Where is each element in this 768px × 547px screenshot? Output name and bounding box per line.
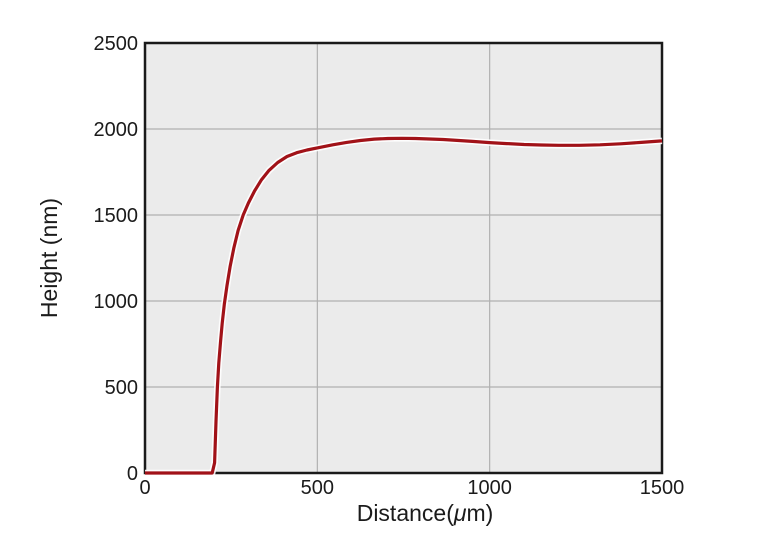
x-tick-label: 1000 [467,477,512,499]
plot-background [145,43,662,473]
y-tick-label: 1000 [94,291,139,313]
y-tick-label: 1500 [94,205,139,227]
y-tick-label: 2000 [94,119,139,141]
x-tick-label: 1500 [640,477,685,499]
y-axis-title: Height (nm) [36,198,62,318]
series-line-step-height-profile [145,136,663,475]
y-tick-label: 500 [105,377,138,399]
axis-border [143,41,664,475]
x-tick-label: 500 [301,477,334,499]
y-tick-label: 0 [127,463,138,485]
x-axis-title: Distance(μm) [357,500,494,526]
x-tick-label: 0 [139,477,150,499]
chart-plot-area: 0 500 1000 1500 2000 2500 0 500 1000 1500 [94,33,685,499]
y-tick-label: 2500 [94,33,139,55]
